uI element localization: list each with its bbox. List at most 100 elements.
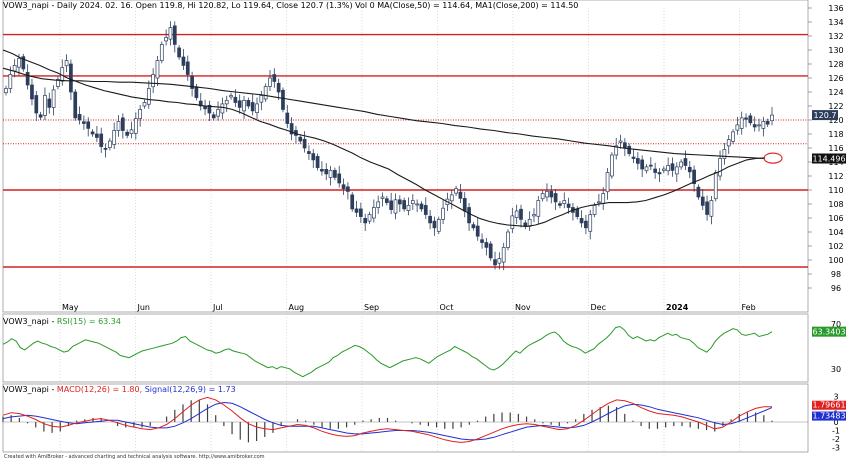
x-tick-label: Oct [440, 303, 454, 312]
candle-body [259, 95, 264, 103]
x-tick-label: Sep [364, 303, 379, 312]
candle-body [333, 170, 337, 178]
macd-y-tick-label: -1 [832, 426, 840, 435]
candle-body [207, 104, 212, 114]
candle-body [441, 207, 445, 220]
candle-body [588, 214, 593, 232]
last-close-value: 120.7 [814, 111, 837, 120]
candle-body [501, 247, 506, 263]
candle-body [605, 172, 610, 193]
candle-body [519, 208, 523, 220]
panel-frame [2, 383, 809, 453]
y-tick-label: 98 [831, 270, 841, 279]
candle-body [359, 208, 363, 217]
candle-body [341, 184, 346, 189]
candle-body [289, 123, 294, 135]
rsi-header-text: VOW3_napi - [3, 317, 57, 326]
candle-body [562, 200, 567, 205]
candle-body [419, 203, 424, 210]
candle-body [38, 114, 43, 118]
y-tick-label: 130 [828, 46, 843, 55]
candle-body [164, 37, 168, 42]
candle-body [575, 208, 580, 217]
ma50-line [2, 49, 766, 227]
candle-body [34, 95, 39, 114]
candle-body [410, 200, 415, 205]
candle-body [125, 131, 130, 136]
candle-body [402, 200, 406, 210]
candle-body [172, 25, 177, 45]
candle-body [726, 139, 731, 147]
ma50-legend: MA(Close,50) = 114.64, [377, 1, 473, 10]
candle-body [748, 115, 753, 124]
candle-body [597, 201, 601, 204]
y-tick-label: 134 [828, 18, 843, 27]
candle-body [770, 114, 774, 122]
macd-panel-title: VOW3_napi - MACD(12,26) = 1.80, Signal(1… [3, 385, 236, 394]
candle-body [731, 131, 735, 142]
candle-body [328, 170, 333, 178]
macd-legend: MACD(12,26) = 1.80, [56, 385, 143, 394]
candle-body [475, 225, 480, 237]
candle-body [389, 200, 394, 210]
candle-body [705, 201, 709, 215]
candle-body [298, 136, 303, 142]
macd-y-tick-label: -3 [832, 443, 840, 452]
candle-body [566, 203, 571, 208]
candle-body [216, 109, 220, 117]
candle-body [549, 191, 554, 198]
candle-body [315, 156, 320, 168]
y-tick-label: 124 [828, 88, 843, 97]
candle-body [558, 203, 562, 206]
candle-body [285, 112, 290, 124]
candle-body [108, 140, 112, 149]
candle-body [765, 121, 770, 125]
candle-body [372, 207, 376, 219]
rsi-y-tick-label: 30 [831, 365, 841, 374]
y-tick-label: 118 [828, 130, 843, 139]
candle-body [657, 172, 662, 175]
price-header-text: VOW3_napi - Daily 2024. 02. 16. Open 119… [3, 1, 375, 10]
candle-body [276, 82, 281, 93]
signal-legend: Signal(12,26,9) = 1.73 [144, 385, 236, 394]
y-tick-label: 102 [828, 242, 843, 251]
candle-body [428, 215, 432, 224]
candle-body [467, 207, 471, 224]
candle-body [506, 231, 510, 248]
y-tick-label: 136 [828, 4, 843, 13]
candle-body [480, 239, 484, 243]
candle-body [86, 121, 91, 129]
y-tick-label: 116 [828, 144, 843, 153]
candle-body [553, 193, 558, 203]
candle-body [458, 191, 463, 199]
macd-value: 1.79661 [812, 401, 845, 410]
candle-body [17, 58, 21, 68]
candle-body [8, 74, 13, 89]
candle-body [224, 100, 229, 105]
y-tick-label: 112 [828, 172, 843, 181]
candle-body [21, 56, 26, 70]
candle-body [229, 95, 233, 98]
candle-body [497, 258, 502, 264]
candle-body [12, 65, 17, 72]
candle-body [718, 158, 722, 177]
candle-body [185, 61, 190, 75]
candle-body [90, 131, 95, 135]
candle-body [540, 193, 545, 200]
candle-body [246, 100, 251, 107]
candle-body [545, 191, 549, 198]
y-tick-label: 132 [828, 32, 843, 41]
candle-body [116, 121, 121, 131]
candle-body [579, 218, 584, 224]
macd-value-tag [812, 400, 846, 410]
candle-body [250, 102, 255, 112]
x-tick-label: Aug [289, 303, 305, 312]
candle-body [653, 168, 658, 173]
x-tick-label: 2024 [666, 303, 689, 312]
y-tick-label: 122 [828, 102, 843, 111]
candle-body [592, 205, 597, 215]
y-tick-label: 120 [828, 116, 843, 125]
candle-body [25, 72, 30, 86]
candle-body [220, 103, 225, 114]
